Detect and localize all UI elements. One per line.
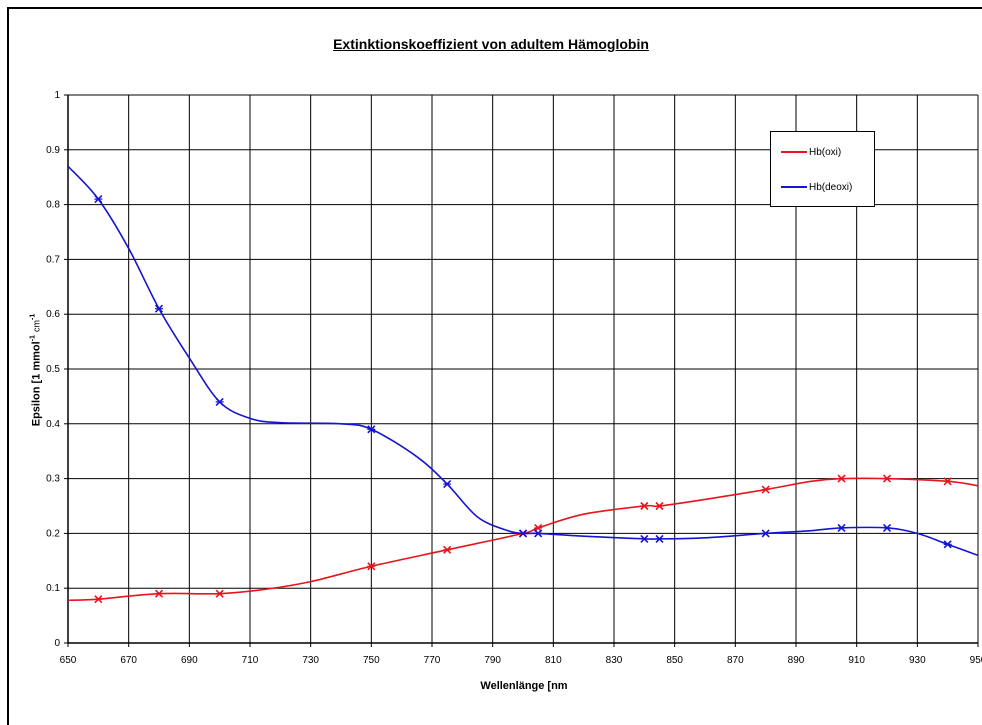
data-point-deoxi [534, 529, 543, 538]
data-point-oxi [655, 501, 664, 511]
data-point-oxi [443, 545, 452, 554]
y-tick-label: 0.5 [46, 364, 60, 375]
x-tick-label: 710 [242, 655, 259, 666]
data-point-deoxi [215, 397, 224, 406]
y-axis-label-sup1: -1 [29, 335, 37, 342]
data-point-deoxi [640, 534, 649, 543]
y-tick-label: 0.8 [46, 200, 60, 211]
legend-label-deoxi: Hb(deoxi) [809, 181, 853, 193]
x-tick-label: 650 [60, 655, 77, 666]
data-point-oxi [94, 595, 103, 604]
data-point-deoxi [367, 425, 376, 434]
data-point-deoxi [94, 195, 103, 204]
data-point-oxi [154, 589, 164, 598]
axes [64, 94, 979, 647]
x-tick-label: 810 [545, 655, 562, 666]
x-tick-label: 890 [788, 655, 805, 666]
y-tick-label: 0.2 [46, 528, 60, 539]
x-tick-label: 790 [484, 655, 501, 666]
legend-item-oxi: Hb(oxi) [781, 145, 841, 159]
data-point-deoxi [655, 534, 664, 543]
x-tick-label: 870 [727, 655, 744, 666]
y-tick-label: 0.9 [46, 145, 60, 156]
x-tick-label: 850 [666, 655, 683, 666]
y-tick-label: 1 [54, 90, 60, 101]
y-axis-label-sup2: -1 [29, 313, 37, 320]
x-tick-label: 690 [181, 655, 198, 666]
x-tick-label: 730 [302, 655, 319, 666]
data-point-oxi [215, 589, 224, 598]
y-tick-label: 0.7 [46, 254, 60, 265]
x-tick-label: 830 [606, 655, 623, 666]
data-point-deoxi [443, 480, 452, 489]
data-point-deoxi [837, 523, 846, 532]
x-axis-label: Wellenlänge [nm [480, 680, 568, 692]
y-tick-label: 0 [54, 638, 60, 649]
data-point-oxi [640, 501, 649, 511]
x-tick-label: 770 [424, 655, 441, 666]
y-tick-label: 0.4 [46, 419, 60, 430]
data-point-deoxi [518, 529, 528, 538]
legend-swatch-oxi [781, 151, 807, 153]
x-tick-label: 930 [909, 655, 926, 666]
legend-label-oxi: Hb(oxi) [809, 146, 842, 158]
series-line-deoxi [67, 165, 979, 557]
x-tick-label: 950 [970, 655, 982, 666]
data-point-oxi [367, 562, 376, 571]
chart-title: Extinktionskoeffizient von adultem Hämog… [333, 36, 649, 52]
series-markers [94, 195, 952, 604]
series-lines [67, 165, 979, 602]
legend-item-deoxi: Hb(deoxi) [781, 180, 852, 194]
legend-swatch-deoxi [781, 186, 807, 188]
data-point-deoxi [154, 304, 164, 313]
y-axis-label: Epsilon [1 mmol-1 cm-1 [30, 314, 43, 427]
y-tick-label: 0.3 [46, 474, 60, 485]
y-axis-label-unit: cm [31, 319, 42, 332]
data-point-oxi [943, 477, 952, 486]
x-tick-label: 910 [848, 655, 865, 666]
x-tick-label: 670 [120, 655, 137, 666]
data-point-deoxi [943, 540, 952, 549]
data-point-deoxi [761, 529, 770, 538]
x-tick-label: 750 [363, 655, 380, 666]
y-tick-label: 0.1 [46, 583, 60, 594]
chart-frame [7, 7, 982, 725]
data-point-oxi [837, 474, 846, 483]
grid-lines [67, 94, 979, 644]
y-axis-label-main: Epsilon [1 mmol [30, 341, 43, 427]
legend: Hb(oxi) Hb(deoxi) [770, 131, 875, 207]
data-point-oxi [882, 474, 892, 483]
series-line-oxi [67, 477, 979, 602]
y-tick-label: 0.6 [46, 309, 60, 320]
tick-labels: 650 670 690 710 730 750 770 790 810 830 850 870 890 9… [46, 90, 982, 666]
data-point-oxi [761, 485, 770, 494]
data-point-deoxi [882, 523, 892, 532]
